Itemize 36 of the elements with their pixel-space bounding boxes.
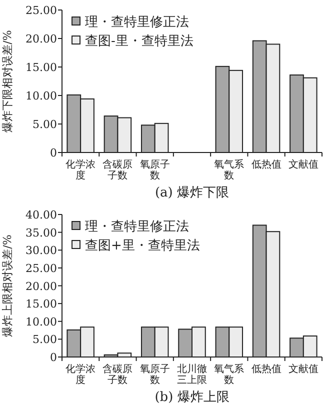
legend-label: 理・查特里修正法: [85, 15, 189, 30]
y-tick-label: 25.00: [26, 262, 57, 275]
text: (b) 爆炸上限: [154, 390, 230, 405]
x-tick-label: 氧气系数: [214, 158, 244, 182]
y-tick-label: 5.00: [32, 118, 57, 131]
x-tick-label: 低热值: [251, 160, 282, 170]
legend-label: 查图+里・查特里法: [85, 238, 200, 254]
y-axis-title: 爆炸下限相对误差/%: [1, 30, 14, 132]
y-tick-label: 10.00: [26, 90, 57, 102]
x-tick-label: 化学浓度: [66, 158, 96, 182]
text: (a) 爆炸下限: [154, 186, 230, 200]
y-tick-label: 0: [50, 146, 57, 160]
x-tick-label: 含碳原子数: [102, 363, 133, 386]
y-tick-label: 5.00: [32, 333, 57, 346]
x-tick-label: 氧原子数: [140, 364, 170, 386]
y-tick-label: 40.00: [26, 208, 57, 222]
y-tick-label: 20.00: [26, 280, 57, 293]
x-tick-label: 低热值: [251, 364, 282, 375]
y-tick-label: 25.00: [26, 4, 57, 17]
y-tick-label: 10.00: [26, 315, 57, 328]
x-tick-label: 化学浓度: [66, 363, 96, 386]
y-axis-title: 爆炸上限相对误差/%: [1, 234, 14, 337]
x-tick-label: 含碳原子数: [102, 158, 133, 182]
y-tick-label: 35.00: [26, 226, 57, 240]
x-tick-label: 氧气系数: [214, 363, 244, 386]
y-tick-label: 15.00: [26, 61, 57, 74]
x-tick-label: 文献值: [288, 363, 318, 375]
y-tick-label: 30.00: [26, 244, 57, 258]
y-tick-label: 20.00: [26, 32, 57, 46]
y-tick-label: 15.00: [26, 298, 57, 311]
x-tick-label: 氧原子数: [140, 160, 170, 182]
y-tick-label: 0: [50, 351, 57, 364]
x-tick-label: 北川徹三上限: [177, 363, 207, 386]
legend-label: 理・查特里修正法: [85, 220, 189, 234]
x-tick-label: 文献值: [288, 158, 318, 170]
legend-label: 查图-里・查特里法: [85, 34, 194, 49]
